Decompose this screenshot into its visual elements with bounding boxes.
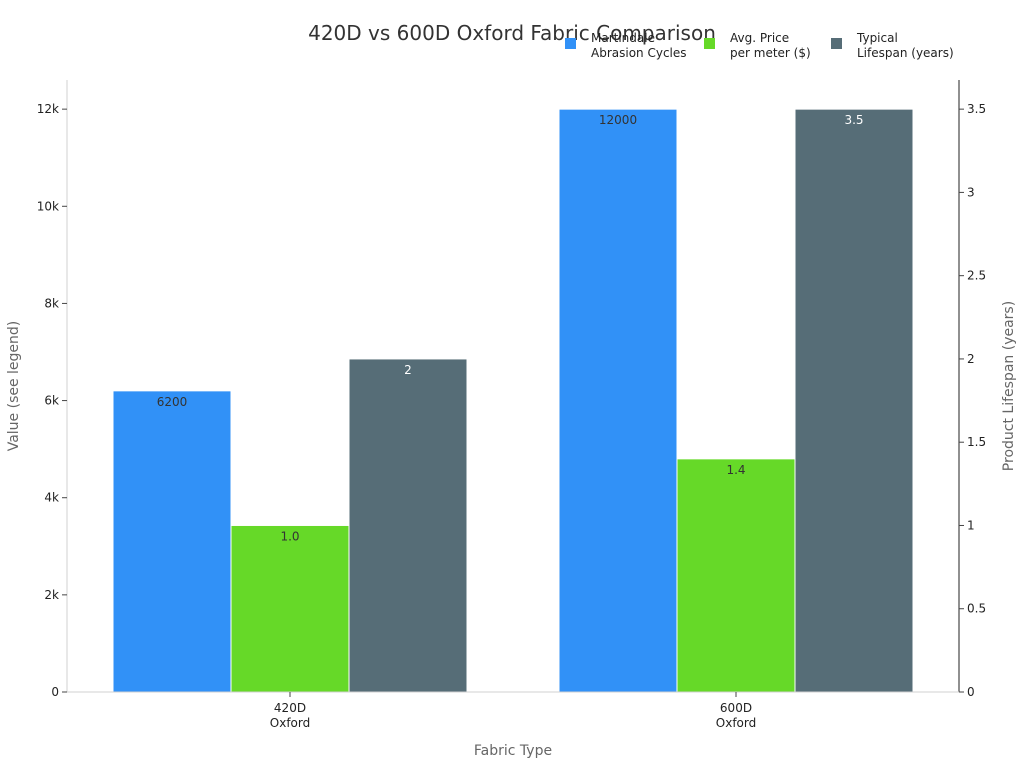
y-tick-label-left: 12k xyxy=(37,102,59,116)
y-tick-label-left: 8k xyxy=(44,296,59,310)
y-axis-title-right: Product Lifespan (years) xyxy=(1001,301,1017,471)
legend-swatch xyxy=(704,38,715,49)
legend-label: Martindale xyxy=(591,31,655,45)
bar-value-label: 3.5 xyxy=(844,113,863,127)
y-tick-label-right: 0 xyxy=(967,685,975,699)
y-axis-left: 0 2k 4k 6k 8k 10k 12k xyxy=(37,80,68,699)
bar-value-label: 1.0 xyxy=(280,529,299,543)
bar-value-label: 6200 xyxy=(157,395,188,409)
y-tick-label-left: 4k xyxy=(44,491,59,505)
legend-label: Typical xyxy=(856,31,898,45)
bar xyxy=(558,108,678,693)
y-tick-label-right: 2 xyxy=(967,352,975,366)
x-tick-label-sub: Oxford xyxy=(270,716,310,730)
y-tick-label-left: 2k xyxy=(44,588,59,602)
bar-value-label: 1.4 xyxy=(726,463,745,477)
legend-label: Avg. Price xyxy=(730,31,789,45)
legend-swatch xyxy=(831,38,842,49)
plot-area: 6200 1.0 2 12000 1.4 3.5 xyxy=(112,108,914,693)
bar xyxy=(112,390,232,693)
bar-value-label: 12000 xyxy=(599,113,637,127)
bar xyxy=(348,358,468,693)
x-axis-title: Fabric Type xyxy=(474,743,552,759)
legend-label-sub: per meter ($) xyxy=(730,46,811,60)
x-tick-label: 600D xyxy=(720,701,752,715)
y-axis-title-left: Value (see legend) xyxy=(6,321,22,452)
bar xyxy=(230,524,350,693)
y-tick-label-right: 2.5 xyxy=(967,269,986,283)
y-tick-label-right: 1 xyxy=(967,518,975,532)
y-tick-label-left: 10k xyxy=(37,199,59,213)
y-tick-label-right: 0.5 xyxy=(967,602,986,616)
chart-title: 420D vs 600D Oxford Fabric Comparison xyxy=(308,21,716,45)
y-axis-right: 0 0.5 1 1.5 2 2.5 3 3.5 xyxy=(958,80,986,699)
legend-swatch xyxy=(565,38,576,49)
legend-label-sub: Lifespan (years) xyxy=(857,46,954,60)
bar xyxy=(676,458,796,693)
bar xyxy=(794,108,914,693)
bar-value-label: 2 xyxy=(404,363,412,377)
y-tick-label-right: 1.5 xyxy=(967,435,986,449)
y-tick-label-left: 0 xyxy=(51,685,59,699)
x-tick-label-sub: Oxford xyxy=(716,716,756,730)
y-tick-label-right: 3 xyxy=(967,185,975,199)
x-tick-label: 420D xyxy=(274,701,306,715)
y-tick-label-left: 6k xyxy=(44,394,59,408)
y-tick-label-right: 3.5 xyxy=(967,102,986,116)
legend-label-sub: Abrasion Cycles xyxy=(591,46,687,60)
